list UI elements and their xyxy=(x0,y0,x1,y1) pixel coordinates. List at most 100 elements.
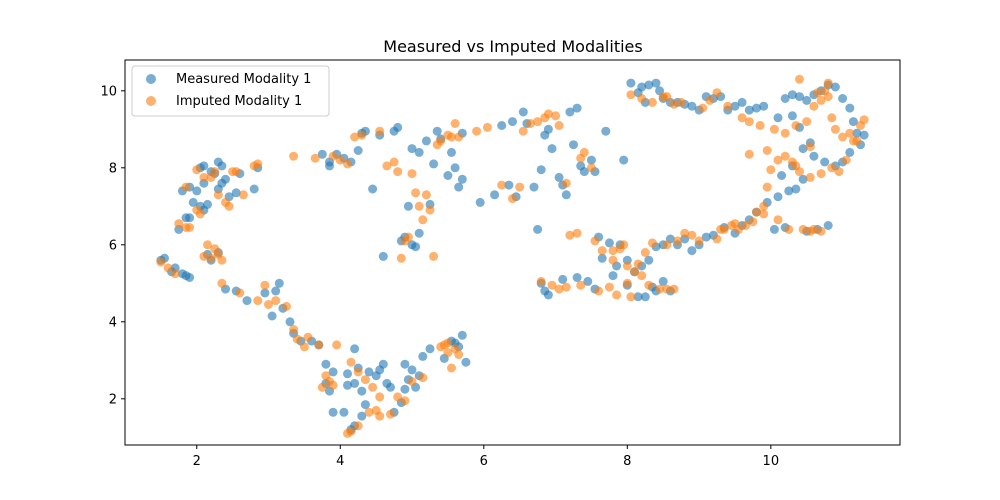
imputed-point xyxy=(353,421,363,431)
measured-point xyxy=(586,155,596,165)
measured-point xyxy=(626,78,636,88)
imputed-point xyxy=(350,132,360,142)
imputed-point xyxy=(375,411,385,421)
imputed-point xyxy=(762,182,772,192)
measured-point xyxy=(490,190,500,200)
measured-point xyxy=(185,273,195,282)
imputed-point xyxy=(752,207,761,217)
measured-point xyxy=(773,113,783,123)
measured-point xyxy=(249,184,259,194)
imputed-point xyxy=(314,340,324,350)
measured-point xyxy=(321,359,331,369)
imputed-point xyxy=(253,296,263,306)
imputed-point xyxy=(805,142,815,152)
imputed-point xyxy=(429,251,439,261)
imputed-point xyxy=(586,163,596,173)
imputed-point xyxy=(425,205,435,215)
measured-point xyxy=(271,286,281,296)
imputed-point xyxy=(447,132,456,142)
imputed-point xyxy=(813,88,822,98)
imputed-point xyxy=(210,167,220,177)
imputed-point xyxy=(856,121,865,130)
imputed-point xyxy=(737,113,747,123)
measured-point xyxy=(579,167,589,177)
measured-point xyxy=(687,101,697,111)
measured-point xyxy=(658,276,668,286)
measured-point xyxy=(529,182,539,192)
measured-point xyxy=(192,186,202,196)
measured-point xyxy=(848,117,858,127)
measured-point xyxy=(414,228,424,238)
measured-point xyxy=(432,126,442,136)
measured-point xyxy=(543,124,553,134)
measured-point xyxy=(583,276,593,286)
imputed-point xyxy=(769,124,779,134)
imputed-point xyxy=(759,201,769,211)
measured-point xyxy=(429,159,439,169)
imputed-point xyxy=(630,267,639,277)
imputed-point xyxy=(848,136,858,146)
measured-point xyxy=(242,296,252,306)
measured-point xyxy=(185,213,195,223)
imputed-point xyxy=(759,209,769,219)
imputed-point xyxy=(712,234,722,244)
legend-box xyxy=(131,65,330,117)
imputed-point xyxy=(163,263,173,273)
measured-point xyxy=(188,197,198,207)
measured-point xyxy=(443,171,453,180)
imputed-point xyxy=(644,280,654,290)
imputed-point xyxy=(647,97,657,107)
imputed-point xyxy=(816,95,826,105)
imputed-point xyxy=(217,255,227,265)
measured-point xyxy=(317,149,327,159)
measured-point xyxy=(730,101,740,111)
imputed-point xyxy=(773,215,783,225)
imputed-point xyxy=(400,396,410,406)
imputed-point xyxy=(260,280,270,290)
y-tick-label: 8 xyxy=(109,161,117,176)
imputed-point xyxy=(238,190,248,200)
imputed-point xyxy=(554,121,564,130)
imputed-point xyxy=(332,340,342,350)
measured-point xyxy=(601,126,611,136)
measured-point xyxy=(572,103,582,113)
legend-marker-measured xyxy=(146,74,156,84)
imputed-point xyxy=(518,126,528,136)
measured-point xyxy=(357,386,367,396)
imputed-point xyxy=(791,161,801,171)
measured-point xyxy=(285,317,295,327)
measured-point xyxy=(561,190,571,200)
measured-point xyxy=(328,407,338,417)
imputed-point xyxy=(192,165,202,175)
x-tick-label: 6 xyxy=(480,454,488,469)
imputed-point xyxy=(375,392,385,402)
measured-point xyxy=(339,407,349,417)
measured-point xyxy=(845,147,855,157)
imputed-point xyxy=(791,121,801,130)
imputed-point xyxy=(195,209,205,219)
measured-point xyxy=(795,92,804,102)
imputed-point xyxy=(253,159,263,169)
imputed-point xyxy=(472,126,482,136)
imputed-point xyxy=(386,409,395,419)
imputed-point xyxy=(335,155,345,165)
measured-point xyxy=(533,224,543,234)
measured-point xyxy=(199,161,209,171)
imputed-point xyxy=(712,88,722,98)
imputed-point xyxy=(827,163,837,173)
imputed-point xyxy=(780,128,790,138)
measured-point xyxy=(572,273,582,282)
measured-point xyxy=(787,111,797,121)
measured-point xyxy=(784,186,794,196)
measured-point xyxy=(802,95,812,105)
imputed-point xyxy=(447,363,456,373)
imputed-point xyxy=(809,224,819,234)
measured-point xyxy=(508,117,517,127)
imputed-point xyxy=(224,201,234,211)
y-tick-label: 6 xyxy=(109,238,117,253)
legend-label-measured: Measured Modality 1 xyxy=(176,72,311,87)
imputed-point xyxy=(482,122,492,132)
imputed-point xyxy=(830,124,840,134)
imputed-point xyxy=(608,246,618,256)
measured-point xyxy=(400,359,410,369)
